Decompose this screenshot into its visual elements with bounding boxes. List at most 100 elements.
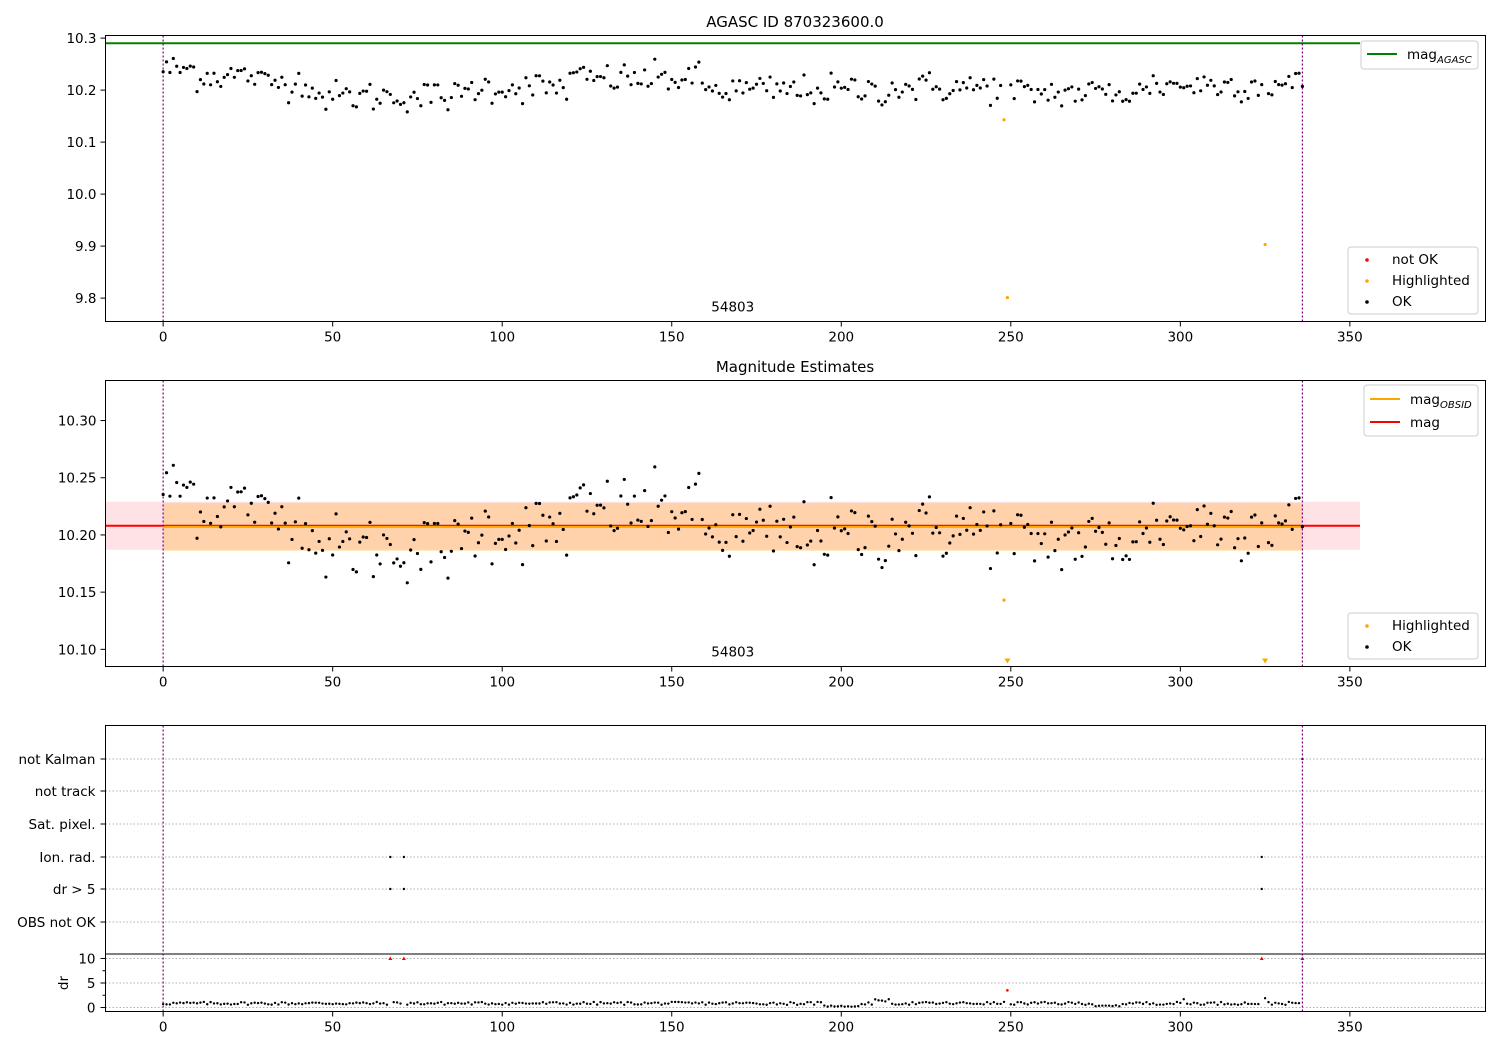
ok-point xyxy=(270,521,274,525)
ok-point xyxy=(995,96,999,100)
ok-point xyxy=(1090,516,1094,520)
dr-point xyxy=(1202,1003,1206,1006)
ok-point xyxy=(507,534,511,538)
ok-point xyxy=(171,56,175,61)
dr-point xyxy=(1196,1001,1199,1005)
ok-point xyxy=(229,485,233,490)
ok-point xyxy=(605,479,609,483)
ok-point xyxy=(463,529,467,533)
flag-row-label: OBS not OK xyxy=(17,915,97,931)
dr-point xyxy=(609,1002,612,1005)
ok-point xyxy=(839,86,843,90)
dr-point xyxy=(1209,1001,1213,1004)
ok-point xyxy=(727,554,731,558)
ok-point xyxy=(914,97,918,102)
ok-point xyxy=(697,471,701,475)
ok-point xyxy=(941,98,945,102)
ok-point xyxy=(215,514,219,519)
dr-point xyxy=(250,1002,253,1005)
ok-point xyxy=(721,95,725,99)
dr-point xyxy=(741,1002,745,1005)
dr-point xyxy=(948,1002,951,1005)
x-tick-label: 100 xyxy=(489,330,515,346)
ok-point xyxy=(337,545,342,549)
ok-point xyxy=(744,81,748,85)
ok-point xyxy=(917,77,921,81)
ok-point xyxy=(961,80,965,85)
dr-point xyxy=(1067,1000,1070,1004)
ok-point xyxy=(1290,527,1294,531)
y-tick-label: 10.10 xyxy=(58,642,97,658)
dr-point xyxy=(1050,1001,1053,1005)
ok-point xyxy=(1205,83,1210,87)
ok-point xyxy=(497,537,501,541)
dr-point xyxy=(1009,1003,1013,1006)
ok-point xyxy=(290,90,294,94)
dr-point xyxy=(192,1001,195,1004)
ok-point xyxy=(724,91,728,96)
ok-point xyxy=(459,546,464,551)
dr-point xyxy=(938,1002,941,1005)
dr-point xyxy=(534,1002,538,1005)
dr-point xyxy=(300,1003,304,1006)
dr-point xyxy=(294,1002,297,1006)
ok-point xyxy=(388,542,392,547)
ok-point xyxy=(646,524,650,529)
flags-panel: dr not Kalman not track Sat. pixel. Ion. ra… xyxy=(17,725,1486,1036)
ok-point xyxy=(571,495,576,499)
ok-point xyxy=(429,100,433,104)
dr-point xyxy=(755,1002,758,1005)
ok-point xyxy=(595,74,599,79)
dr-point xyxy=(745,1001,748,1004)
ok-point xyxy=(161,70,165,74)
dr-point xyxy=(585,1002,589,1005)
ok-point xyxy=(259,70,264,74)
dr-point xyxy=(1023,1002,1026,1005)
ok-point xyxy=(944,96,948,101)
dr-point xyxy=(911,1001,914,1004)
ok-point xyxy=(1124,554,1128,558)
ok-point xyxy=(1256,93,1260,97)
ok-point xyxy=(602,506,606,510)
ok-point xyxy=(449,95,453,100)
ok-point xyxy=(602,76,606,80)
ok-point xyxy=(263,72,267,76)
ok-point xyxy=(1229,509,1233,514)
ok-point xyxy=(836,515,840,519)
ok-point xyxy=(293,520,297,524)
dr-point xyxy=(684,1001,687,1004)
dr-point xyxy=(538,1002,541,1005)
dr-point xyxy=(1192,1001,1196,1004)
ok-point xyxy=(544,91,548,95)
ok-point xyxy=(588,69,592,73)
dr-point xyxy=(1250,1002,1253,1006)
ok-point xyxy=(446,108,450,112)
ok-point xyxy=(876,99,881,103)
ok-point xyxy=(1029,87,1033,92)
ok-point xyxy=(483,77,487,81)
ok-point xyxy=(348,537,352,541)
x-tick-label: 200 xyxy=(828,1020,854,1036)
ok-point xyxy=(826,97,830,101)
ok-point xyxy=(514,541,518,545)
ok-point xyxy=(1117,536,1121,541)
dr-point xyxy=(226,1002,229,1005)
dr-point xyxy=(189,1001,192,1005)
dr-axis-label: dr xyxy=(56,975,72,990)
ok-point xyxy=(815,528,820,533)
ok-point xyxy=(1019,513,1023,517)
dr-point xyxy=(779,1002,782,1005)
ok-point xyxy=(1036,87,1040,92)
y-tick-label: 10.15 xyxy=(58,585,97,601)
dr-point xyxy=(999,1002,1002,1006)
dr-point xyxy=(568,1001,572,1005)
panel-title: Magnitude Estimates xyxy=(716,358,874,376)
dr-point xyxy=(545,1002,548,1005)
ok-point xyxy=(619,494,623,498)
ok-point xyxy=(812,563,816,567)
ok-point xyxy=(371,107,375,111)
ok-point xyxy=(1216,543,1220,547)
highlighted-point xyxy=(1002,118,1006,122)
legend-marker-ok xyxy=(1365,300,1369,304)
ok-point xyxy=(531,544,535,548)
